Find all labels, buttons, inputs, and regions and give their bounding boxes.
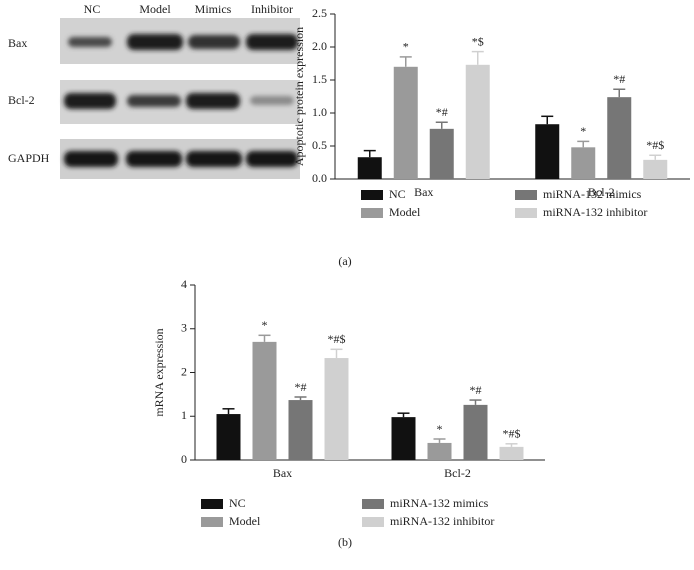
bar [499,446,524,460]
bar [216,414,241,460]
bar [357,157,382,179]
annotation: *#$ [503,427,521,441]
y-tick-label: 2 [181,364,187,378]
bands [64,34,298,167]
annotation: *# [436,105,448,119]
y-axis-label: mRNA expression [152,328,166,416]
legend-swatch [361,208,383,218]
legend-swatch [201,499,223,509]
blot-row-label: Bcl-2 [8,93,35,107]
y-tick-label: 4 [181,277,187,291]
y-tick-label: 2.5 [312,6,327,20]
y-tick-label: 0.5 [312,138,327,152]
bar [324,358,349,460]
annotation: *#$ [646,138,664,152]
bar [607,97,632,179]
bar [391,417,416,460]
legend-label: miRNA-132 mimics [390,496,489,510]
blot-row-label: Bax [8,36,27,50]
legend-label: miRNA-132 mimics [543,187,642,201]
bar [571,147,596,179]
legend-label: Model [229,514,261,528]
x-tick-label: Bcl-2 [444,466,471,480]
bar [465,64,490,179]
y-tick-label: 0 [181,452,187,466]
bar [463,404,488,460]
blot-column-label: Mimics [195,2,232,16]
annotation: * [262,318,268,332]
annotation: *# [613,72,625,86]
bar [643,159,668,179]
y-tick-label: 1 [181,408,187,422]
y-axis-label: Apoptotic protein expression [292,27,306,166]
y-tick-label: 0.0 [312,171,327,185]
bar [429,128,454,179]
legend-swatch [515,208,537,218]
annotation: * [437,422,443,436]
blot-row-label: GAPDH [8,151,50,165]
legend-label: NC [229,496,246,510]
y-tick-label: 2.0 [312,39,327,53]
bar [252,341,277,460]
y-tick-label: 3 [181,321,187,335]
bar [427,442,452,460]
legend-swatch [362,517,384,527]
blot-column-label: Inhibitor [251,2,293,16]
annotation: *#$ [328,332,346,346]
blot-column-label: Model [139,2,171,16]
legend-label: Model [389,205,421,219]
bar [535,124,560,179]
legend-swatch [361,190,383,200]
legend-label: NC [389,187,406,201]
y-tick-label: 1.5 [312,72,327,86]
legend-swatch [201,517,223,527]
legend-swatch [515,190,537,200]
bar [288,400,313,460]
western-blot: NC Model Mimics Inhibitor Bax Bcl-2 GAPD… [8,2,300,179]
legend-label: miRNA-132 inhibitor [543,205,647,219]
annotation: *# [470,383,482,397]
y-tick-label: 1.0 [312,105,327,119]
panel-label: (a) [338,254,351,268]
blot-column-label: NC [84,2,101,16]
x-tick-label: Bcl-2 [588,185,615,199]
annotation: * [580,124,586,138]
x-tick-label: Bax [273,466,292,480]
annotation: * [403,40,409,54]
bar [393,66,418,179]
legend-label: miRNA-132 inhibitor [390,514,494,528]
annotation: *$ [472,34,484,48]
annotation: *# [295,380,307,394]
panel-label: (b) [338,535,352,549]
legend-swatch [362,499,384,509]
x-tick-label: Bax [414,185,433,199]
